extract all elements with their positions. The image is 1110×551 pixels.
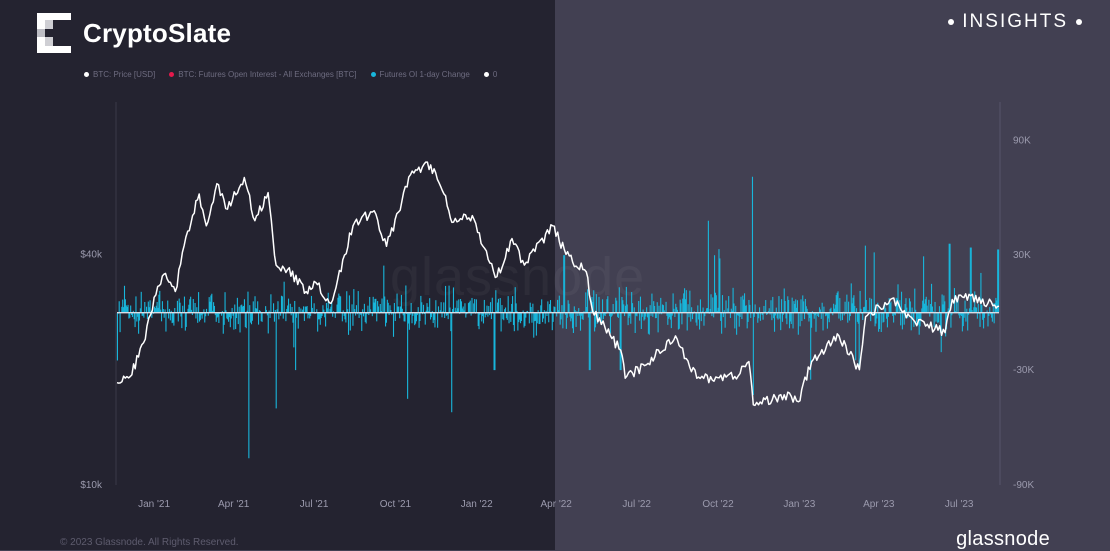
insights-badge: INSIGHTS xyxy=(948,11,1082,33)
legend-item-oi-change[interactable]: Futures OI 1-day Change xyxy=(370,69,470,79)
x-axis-tick: Jan '21 xyxy=(138,499,170,510)
x-axis-tick: Jan '23 xyxy=(783,499,815,510)
legend-dot-icon xyxy=(370,71,376,77)
x-axis-tick: Jul '22 xyxy=(622,499,651,510)
x-axis-tick: Oct '22 xyxy=(702,499,734,510)
chart-left-shade xyxy=(0,0,555,550)
legend-label: 0 xyxy=(492,69,498,79)
insights-label: INSIGHTS xyxy=(962,11,1068,32)
chart-legend: BTC: Price [USD] BTC: Futures Open Inter… xyxy=(84,68,511,80)
footer-copyright: © 2023 Glassnode. All Rights Reserved. xyxy=(60,537,239,548)
legend-item-open-interest[interactable]: BTC: Futures Open Interest - All Exchang… xyxy=(169,69,357,79)
oi-change-bars xyxy=(116,176,1000,459)
axis-ticks: $40k $10k 90K 30K -30K -90K Jan '21 Apr '21 Jul … xyxy=(80,135,1034,510)
footer-glassnode-brand: glassnode xyxy=(956,528,1050,550)
brand-name: CryptoSlate xyxy=(83,17,232,48)
x-axis-tick: Jan '22 xyxy=(461,499,493,510)
badge-dot-icon xyxy=(948,19,955,25)
right-axis-tick: -90K xyxy=(1013,480,1034,491)
legend-dot-icon xyxy=(169,71,175,77)
legend-item-price[interactable]: BTC: Price [USD] xyxy=(84,70,155,79)
cryptoslate-logo-icon xyxy=(37,13,71,53)
price-line xyxy=(116,161,1000,407)
x-axis-tick: Jul '23 xyxy=(945,499,974,510)
right-axis-tick: 30K xyxy=(1013,250,1031,261)
x-axis-tick: Apr '22 xyxy=(541,499,573,510)
x-axis-tick: Oct '21 xyxy=(380,499,412,510)
x-axis-tick: Apr '21 xyxy=(218,499,250,510)
right-axis-tick: -30K xyxy=(1013,365,1034,376)
cryptoslate-brand: CryptoSlate xyxy=(37,13,231,53)
legend-label: BTC: Price [USD] xyxy=(93,69,156,79)
legend-dot-icon xyxy=(84,71,89,77)
legend-label: Futures OI 1-day Change xyxy=(379,69,470,79)
right-axis-tick: 90K xyxy=(1013,135,1031,146)
legend-label: BTC: Futures Open Interest - All Exchang… xyxy=(178,69,357,79)
x-axis-tick: Apr '23 xyxy=(863,499,895,510)
x-axis-tick: Jul '21 xyxy=(300,499,329,510)
glassnode-watermark: glassnode xyxy=(390,246,645,308)
left-axis-tick: $10k xyxy=(80,480,103,491)
badge-dot-icon xyxy=(1076,19,1082,25)
legend-item-zero[interactable]: 0 xyxy=(483,69,498,79)
legend-dot-icon xyxy=(483,71,489,77)
left-axis-tick: $40k xyxy=(80,249,103,260)
